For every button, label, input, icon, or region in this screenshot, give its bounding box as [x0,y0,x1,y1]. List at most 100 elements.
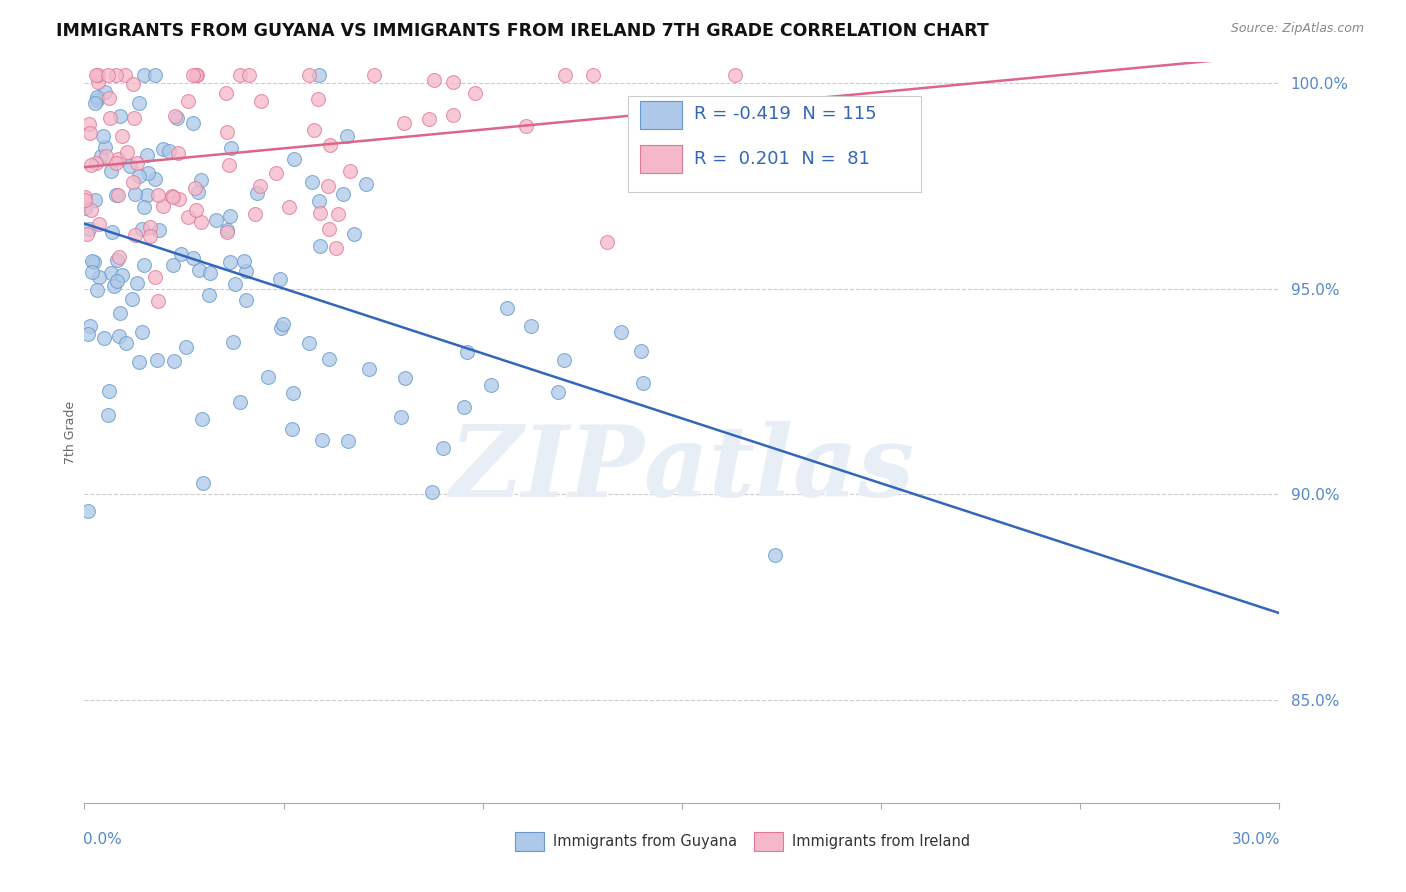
Point [264,166,287,180]
Point [336,128,359,143]
Text: Source: ZipAtlas.com: Source: ZipAtlas.com [1230,22,1364,36]
Point [166,111,188,125]
Point [218,209,240,223]
Point [170,246,193,260]
Point [152,142,174,156]
FancyBboxPatch shape [754,832,783,851]
Point [190,173,212,187]
FancyBboxPatch shape [640,101,682,129]
Point [131,326,153,340]
Point [118,159,141,173]
Point [249,179,271,194]
Point [520,318,543,333]
Point [343,227,366,241]
Point [630,343,652,358]
Point [111,129,134,144]
Point [121,293,143,307]
Point [238,68,260,82]
Point [83,255,105,269]
Point [93,331,115,345]
Point [121,175,143,189]
Point [132,68,155,82]
Point [420,484,443,499]
Point [139,219,162,234]
Point [84,193,107,207]
Point [76,227,98,241]
Point [87,75,110,89]
Point [79,222,101,236]
Point [200,266,222,280]
Point [281,385,304,400]
Text: Immigrants from Guyana: Immigrants from Guyana [553,834,737,849]
FancyBboxPatch shape [628,95,921,192]
Point [298,336,321,351]
Point [257,370,280,384]
Point [418,112,440,126]
Point [122,111,145,125]
Y-axis label: 7th Grade: 7th Grade [65,401,77,464]
Text: Immigrants from Ireland: Immigrants from Ireland [792,834,970,849]
Point [108,250,131,264]
Point [222,334,245,349]
Point [128,169,150,183]
Point [229,395,252,409]
Point [763,548,786,562]
Point [235,293,257,308]
Point [101,225,124,239]
Point [218,158,240,172]
Point [80,203,103,218]
Point [181,68,204,82]
Point [83,95,105,110]
Point [186,68,208,82]
Point [107,188,129,202]
Point [610,325,633,339]
Point [148,223,170,237]
Point [363,68,385,82]
Point [163,109,186,123]
Point [243,207,266,221]
Point [166,145,188,160]
Point [229,68,252,82]
Point [75,202,97,216]
Point [94,85,117,99]
Point [554,68,576,82]
Point [115,145,138,159]
Point [215,225,238,239]
Point [97,91,120,105]
Point [596,235,619,250]
Point [89,270,111,285]
Point [128,355,150,369]
Point [84,156,107,170]
Point [132,200,155,214]
Point [124,228,146,243]
Point [582,68,605,82]
Point [97,384,120,398]
Point [184,202,207,217]
Point [121,78,143,92]
Point [143,68,166,82]
Point [389,409,412,424]
Point [90,149,112,163]
Point [80,254,103,268]
Point [326,207,349,221]
Point [198,288,221,302]
Point [76,503,98,517]
Point [298,68,321,82]
Point [441,75,464,89]
Point [354,177,377,191]
Point [235,264,257,278]
Point [394,371,416,385]
Point [281,422,304,436]
Point [146,353,169,368]
Point [217,125,239,139]
Point [157,144,180,158]
Point [108,329,131,343]
FancyBboxPatch shape [515,832,544,851]
Point [224,277,246,292]
Point [91,128,114,143]
Point [191,411,214,425]
Point [181,116,204,130]
Point [392,116,415,130]
Point [108,306,131,320]
Point [98,111,121,125]
